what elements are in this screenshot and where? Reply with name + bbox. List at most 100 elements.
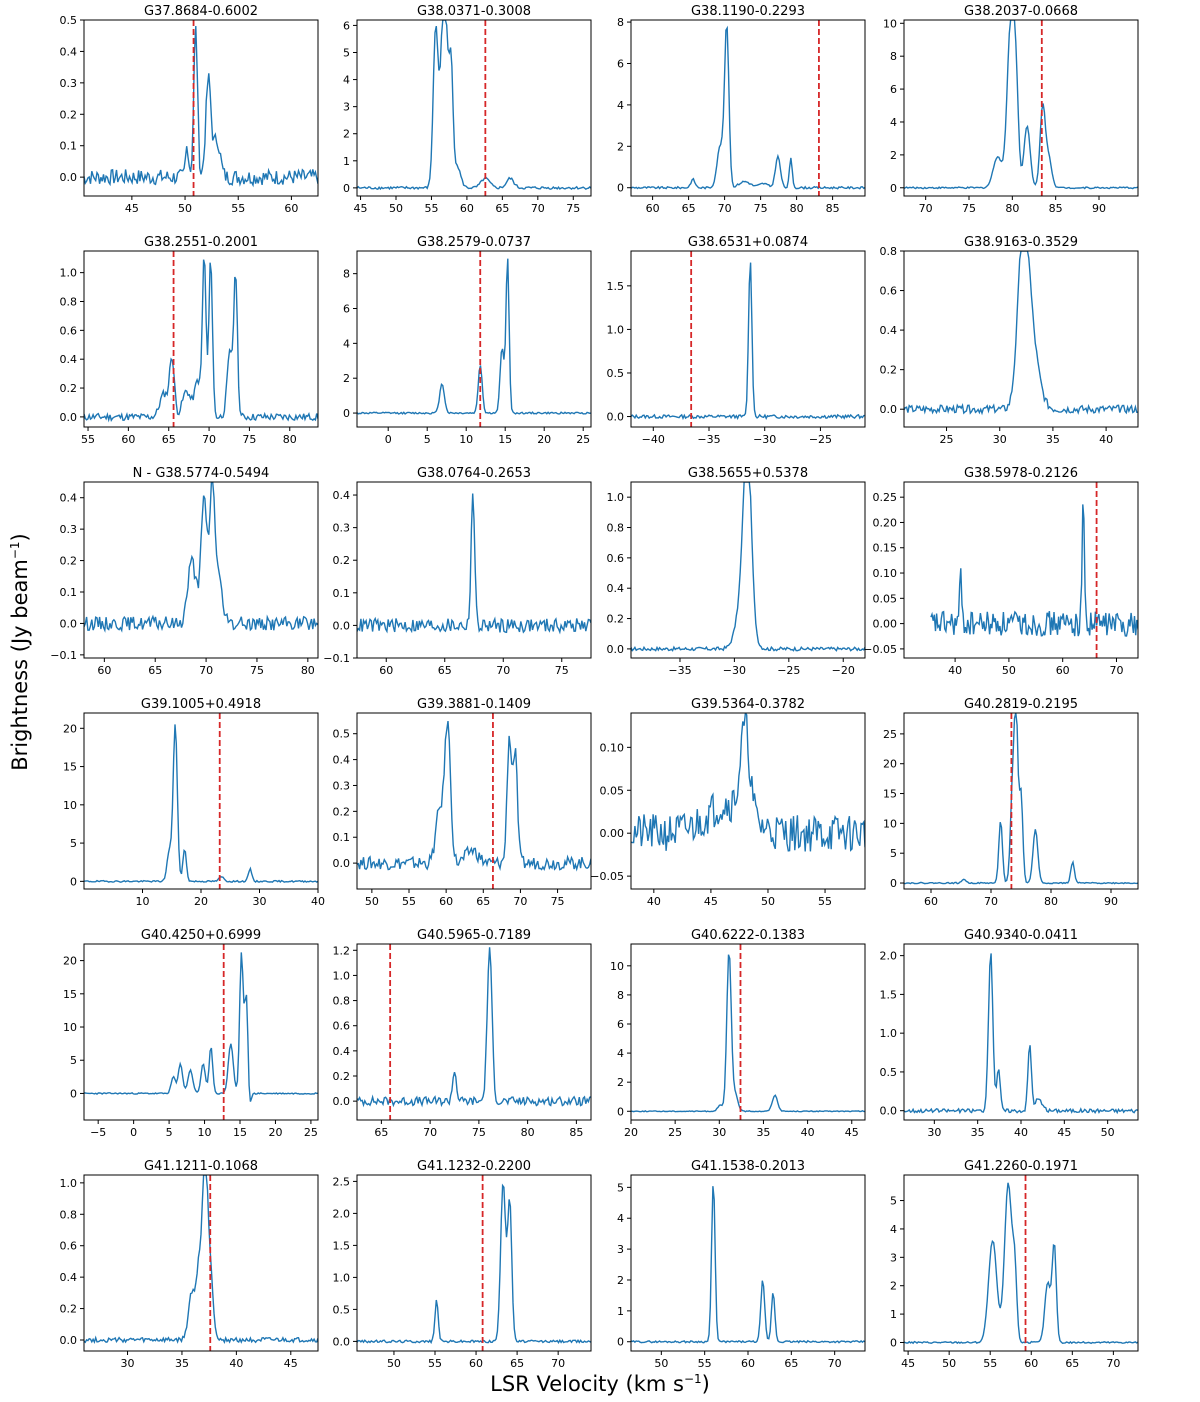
axes-frame (83, 1174, 319, 1352)
y-tick-label: 0.3 (333, 522, 351, 535)
x-tick-label: 60 (1056, 664, 1070, 677)
spectrum-panel: G39.5364-0.3782 40 45 50 55 −0.05 0.00 0.05 0.10 (590, 697, 866, 908)
y-tick-label: 0 (343, 182, 350, 195)
x-tick-label: 40 (311, 895, 325, 908)
y-tick-label: 0.0 (880, 1105, 898, 1118)
y-tick-label: 0.1 (60, 586, 78, 599)
x-tick-label: 15 (233, 1126, 247, 1139)
y-tick-label: 6 (343, 303, 350, 316)
x-tick-label: 70 (423, 1126, 437, 1139)
y-tick-label: 0 (890, 877, 897, 890)
spectrum-panel: G40.6222-0.1383 20 25 30 35 40 45 0 2 4 6 8 10 (610, 928, 866, 1139)
y-tick-label: 1.5 (607, 280, 625, 293)
x-tick-label: 40 (801, 1126, 815, 1139)
y-tick-label: 1.2 (333, 944, 351, 957)
y-tick-label: 0.6 (60, 1240, 78, 1253)
x-tick-label: 55 (428, 1357, 442, 1370)
axes-frame (903, 19, 1139, 197)
spectrum-line (904, 953, 1138, 1115)
x-tick-label: 5 (424, 433, 431, 446)
spectrum-line (631, 25, 865, 190)
y-tick-label: 0.4 (60, 1271, 78, 1284)
y-tick-label: 1 (343, 155, 350, 168)
y-tick-label: 25 (883, 728, 897, 741)
x-tick-label: 60 (646, 202, 660, 215)
panel-title: G41.2260-0.1971 (964, 1159, 1078, 1174)
panel-title: G39.3881-0.1409 (417, 697, 531, 712)
spectrum-line (84, 482, 318, 633)
x-tick-label: 45 (125, 202, 139, 215)
x-tick-label: 80 (790, 202, 804, 215)
y-tick-label: 0.2 (880, 364, 898, 377)
x-tick-label: 20 (268, 1126, 282, 1139)
x-tick-label: −40 (642, 433, 665, 446)
axes-frame (630, 481, 866, 659)
x-tick-label: 60 (741, 1357, 755, 1370)
y-tick-label: 0.6 (607, 552, 625, 565)
panel-title: G38.6531+0.0874 (688, 235, 808, 250)
y-tick-label: 0.2 (333, 1070, 351, 1083)
x-tick-label: 65 (1065, 1357, 1079, 1370)
axes-frame (903, 250, 1139, 428)
panel-title: G39.1005+0.4918 (141, 697, 261, 712)
x-tick-label: 25 (668, 1126, 682, 1139)
y-tick-label: 0 (343, 407, 350, 420)
y-tick-label: 0.4 (333, 489, 351, 502)
y-tick-label: 2.0 (333, 1207, 351, 1220)
x-tick-label: 70 (984, 895, 998, 908)
x-tick-label: 25 (304, 1126, 318, 1139)
x-tick-label: 75 (551, 895, 565, 908)
y-tick-label: 0 (70, 875, 77, 888)
y-tick-label: 15 (63, 761, 77, 774)
y-tick-label: 20 (63, 722, 77, 735)
y-tick-label: 3 (343, 101, 350, 114)
y-tick-label: 0.05 (873, 592, 898, 605)
x-tick-label: 50 (178, 202, 192, 215)
x-tick-label: 40 (647, 895, 661, 908)
y-tick-label: 0.15 (873, 542, 898, 555)
y-tick-label: 0.2 (60, 1303, 78, 1316)
x-tick-label: 70 (199, 664, 213, 677)
spectrum-line (631, 954, 865, 1113)
y-tick-label: 2 (890, 149, 897, 162)
x-tick-label: 45 (704, 895, 718, 908)
spectrum-line (631, 713, 865, 852)
y-tick-label: 6 (343, 19, 350, 32)
panel-title: G38.9163-0.3529 (964, 235, 1078, 250)
y-tick-label: 0.5 (607, 367, 625, 380)
x-tick-label: 10 (136, 895, 150, 908)
axes-frame (630, 19, 866, 197)
y-tick-label: 15 (883, 788, 897, 801)
x-tick-label: 45 (845, 1126, 859, 1139)
x-tick-label: −5 (90, 1126, 106, 1139)
spectrum-panel: G38.2551-0.2001 55 60 65 70 75 80 0.0 0.2 0.4 0.6 0… (60, 235, 319, 446)
x-tick-label: 70 (718, 202, 732, 215)
spectrum-panel: G38.6531+0.0874 −40 −35 −30 −25 0.0 0.5 1.0 1.5 (607, 235, 866, 446)
axes-frame (630, 250, 866, 428)
x-tick-label: 85 (569, 1126, 583, 1139)
y-tick-label: 0.20 (873, 516, 898, 529)
y-tick-label: 0.10 (873, 567, 898, 580)
y-tick-label: −0.05 (863, 643, 897, 656)
x-tick-label: 45 (1057, 1126, 1071, 1139)
x-tick-label: 65 (438, 664, 452, 677)
y-tick-label: 0 (617, 1336, 624, 1349)
x-tick-label: 70 (551, 1357, 565, 1370)
axes-frame (83, 19, 319, 197)
spectrum-panel: G39.3881-0.1409 50 55 60 65 70 75 0.0 0.1 0.2 0.3 0… (333, 697, 592, 908)
spectrum-line (631, 1186, 865, 1344)
x-tick-label: 70 (531, 202, 545, 215)
x-tick-label: 60 (924, 895, 938, 908)
spectrum-line (904, 251, 1138, 416)
x-axis-label: LSR Velocity (km s−1) (490, 1372, 710, 1396)
y-tick-label: 8 (343, 268, 350, 281)
panel-title: N - G38.5774-0.5494 (133, 466, 270, 481)
spectrum-panel: G38.9163-0.3529 25 30 35 40 0.0 0.2 0.4 0.6 0.8 (880, 235, 1139, 446)
spectrum-panel: G37.8684-0.6002 45 50 55 60 0.0 0.1 0.2 0.3 0.4 0.… (60, 4, 319, 215)
y-tick-label: 2 (617, 1076, 624, 1089)
y-tick-label: 2 (617, 140, 624, 153)
x-tick-label: 60 (121, 433, 135, 446)
spectrum-line (904, 20, 1138, 190)
x-tick-label: 60 (460, 202, 474, 215)
y-tick-label: 5 (617, 1181, 624, 1194)
